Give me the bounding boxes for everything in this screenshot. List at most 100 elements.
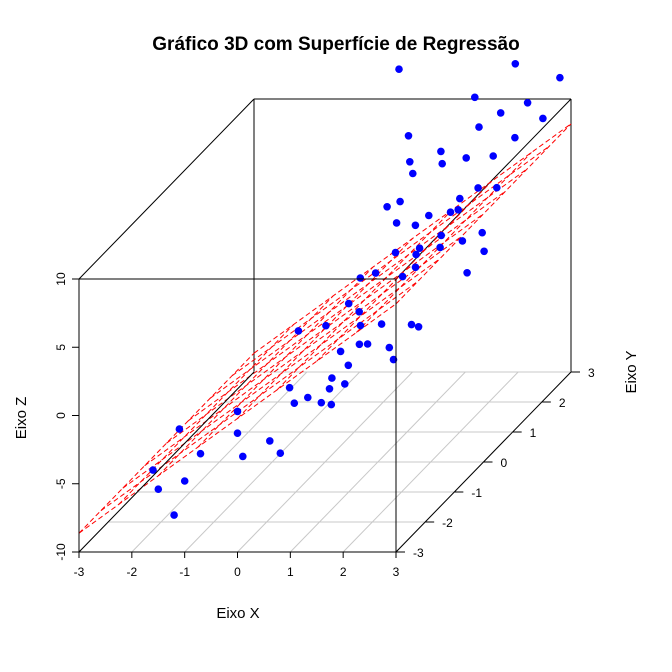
data-point bbox=[196, 449, 205, 458]
z-tick-label: 5 bbox=[54, 344, 68, 351]
data-point bbox=[175, 425, 184, 433]
data-point bbox=[511, 60, 520, 68]
z-tick-label: -10 bbox=[54, 543, 68, 561]
y-tick-label: 3 bbox=[588, 366, 595, 380]
data-point bbox=[276, 449, 285, 458]
z-axis: -10 -5 0 5 10 bbox=[54, 272, 79, 561]
data-point bbox=[344, 361, 353, 370]
data-point bbox=[446, 208, 455, 216]
data-point bbox=[414, 323, 423, 331]
data-point bbox=[328, 374, 336, 382]
data-point bbox=[325, 385, 334, 393]
surface-line-x bbox=[118, 324, 294, 505]
data-point bbox=[389, 355, 398, 364]
data-point bbox=[478, 228, 487, 237]
data-point bbox=[406, 158, 414, 166]
surface-line-x bbox=[316, 180, 493, 362]
data-point bbox=[355, 308, 364, 316]
data-point bbox=[344, 299, 353, 308]
data-point bbox=[356, 274, 365, 282]
x-tick-label: -2 bbox=[126, 565, 137, 579]
data-point bbox=[154, 485, 163, 494]
surface-line-x bbox=[395, 123, 572, 305]
data-point bbox=[493, 183, 501, 192]
data-point bbox=[474, 184, 482, 192]
data-point bbox=[290, 399, 299, 408]
data-point bbox=[454, 206, 463, 214]
front-box-edges bbox=[78, 278, 572, 553]
data-point bbox=[480, 247, 488, 256]
y-tick-label: 0 bbox=[501, 456, 508, 470]
box-edge bbox=[78, 371, 255, 553]
data-point bbox=[285, 383, 294, 392]
data-point bbox=[371, 269, 380, 277]
z-tick-label: 0 bbox=[54, 412, 68, 419]
surface-line-x bbox=[197, 266, 374, 448]
y-tick-label: 1 bbox=[530, 426, 537, 440]
data-point bbox=[539, 114, 547, 123]
data-point bbox=[496, 109, 505, 117]
data-point bbox=[327, 400, 336, 409]
surface-line-x bbox=[157, 295, 334, 477]
z-axis-label: Eixo Z bbox=[13, 397, 30, 440]
data-point bbox=[425, 211, 433, 220]
box-edge bbox=[78, 98, 255, 280]
data-point bbox=[355, 340, 364, 349]
y-tick-label: -3 bbox=[413, 546, 424, 560]
data-point bbox=[322, 321, 330, 330]
data-point bbox=[341, 380, 349, 388]
data-point bbox=[462, 154, 471, 162]
z-tick-label: 10 bbox=[54, 272, 68, 286]
y-axis: -3 -2 -1 0 1 2 3 bbox=[396, 366, 595, 560]
x-tick-label: -3 bbox=[74, 565, 85, 579]
chart-title: Gráfico 3D com Superfície de Regressão bbox=[152, 34, 519, 55]
data-point bbox=[556, 73, 564, 82]
z-tick-label: -5 bbox=[54, 478, 68, 489]
data-point bbox=[391, 248, 400, 257]
data-point bbox=[415, 244, 424, 252]
data-point bbox=[170, 511, 178, 519]
surface-line-x bbox=[356, 152, 532, 333]
data-point bbox=[233, 429, 242, 438]
x-tick-label: 0 bbox=[234, 565, 241, 579]
data-point bbox=[412, 250, 420, 259]
data-point bbox=[409, 169, 417, 178]
data-point bbox=[294, 327, 303, 335]
data-point bbox=[317, 398, 326, 407]
x-tick-label: 3 bbox=[393, 565, 400, 579]
y-tick-label: -2 bbox=[442, 516, 453, 530]
data-point bbox=[475, 123, 483, 131]
x-tick-label: -1 bbox=[179, 565, 190, 579]
x-tick-label: 2 bbox=[340, 565, 347, 579]
data-point bbox=[489, 152, 498, 160]
data-point bbox=[523, 99, 532, 107]
surface-line-y bbox=[253, 123, 572, 354]
data-point bbox=[438, 159, 447, 168]
data-point bbox=[304, 393, 312, 402]
data-point bbox=[180, 477, 189, 485]
data-point bbox=[436, 243, 444, 252]
data-point bbox=[396, 197, 404, 206]
data-point bbox=[456, 194, 464, 203]
data-point bbox=[266, 437, 274, 445]
data-point bbox=[149, 466, 157, 474]
surface-line-y bbox=[144, 235, 462, 467]
data-point bbox=[437, 147, 445, 156]
data-point bbox=[392, 219, 401, 227]
data-point bbox=[383, 203, 391, 211]
data-point bbox=[437, 231, 446, 240]
data-point bbox=[411, 263, 420, 272]
floor-grid bbox=[78, 371, 572, 553]
y-tick-label: 2 bbox=[559, 396, 566, 410]
data-point bbox=[411, 221, 420, 230]
data-point bbox=[398, 272, 407, 281]
back-box-edges bbox=[78, 98, 572, 372]
data-point bbox=[511, 133, 519, 142]
data-point bbox=[356, 321, 365, 330]
x-axis-label: Eixo X bbox=[216, 605, 259, 622]
data-point bbox=[404, 132, 413, 140]
data-point bbox=[363, 340, 372, 348]
data-points bbox=[149, 60, 564, 519]
data-point bbox=[385, 343, 394, 352]
